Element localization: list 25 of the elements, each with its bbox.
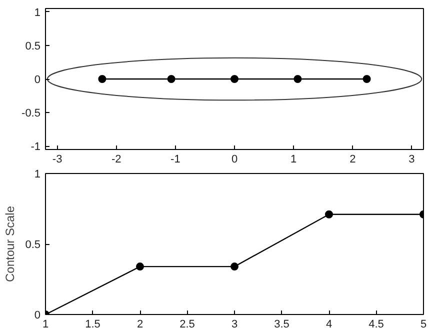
x-tick-label: -1: [170, 154, 180, 166]
x-tick-label: 1.5: [85, 318, 100, 330]
x-tick-label: 4: [326, 318, 332, 330]
x-tick-label: 2: [350, 154, 356, 166]
x-tick-label: 3: [408, 154, 415, 166]
x-tick-label: 5: [420, 318, 427, 330]
y-tick-label: 1: [34, 6, 41, 19]
x-tick-label: 3: [231, 318, 238, 330]
x-tick-label: -2: [111, 154, 122, 166]
y-axis-title: Contour Scale: [3, 206, 18, 282]
y-tick-label: 0: [34, 74, 41, 86]
y-tick-label: 0.5: [25, 239, 41, 251]
x-tick-label: 3.5: [274, 318, 290, 330]
x-tick-label: 1: [290, 154, 297, 166]
x-tick-label: -3: [52, 154, 62, 166]
y-tick-label: 0: [34, 310, 41, 322]
y-tick-label: -1: [30, 141, 40, 154]
x-tick-label: 4.5: [368, 318, 384, 330]
x-tick-label: 2.5: [180, 318, 195, 330]
y-tick-label: 1: [34, 168, 41, 180]
x-tick-label: 0: [231, 154, 238, 166]
y-tick-label: 0.5: [25, 40, 41, 52]
x-tick-label: 2: [136, 318, 144, 330]
y-tick-label: -0.5: [22, 108, 41, 120]
x-tick-label: 1: [42, 318, 49, 330]
